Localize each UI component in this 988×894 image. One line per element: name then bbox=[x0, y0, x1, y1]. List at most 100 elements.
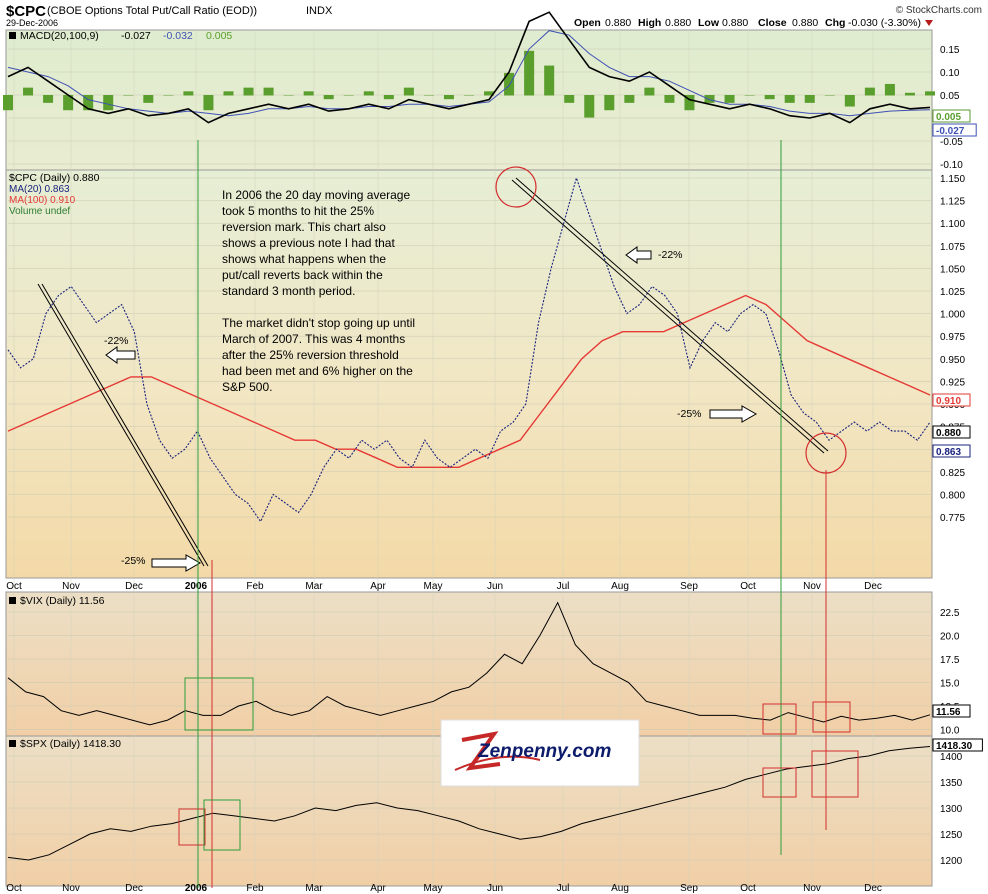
vix-line bbox=[7, 601, 931, 726]
ma100-badge: 0.910 bbox=[936, 396, 961, 407]
high-value: 0.880 bbox=[665, 17, 691, 29]
spx-badge-box bbox=[932, 738, 983, 752]
x-tick-label: Apr bbox=[370, 883, 386, 894]
main-tick-label: 1.050 bbox=[940, 264, 965, 275]
annotation-right-22: -22% bbox=[658, 249, 683, 261]
x-tick-label: 2006 bbox=[185, 581, 208, 592]
spx-badge: 1418.30 bbox=[936, 741, 973, 752]
x-tick-label: Jun bbox=[487, 581, 503, 592]
vix-title: $VIX (Daily) 11.56 bbox=[20, 595, 105, 607]
left-arrow-icon bbox=[625, 246, 652, 264]
ohlc-readout: Open 0.880 High 0.880 Low 0.880 Close 0.… bbox=[574, 17, 933, 29]
main-tick-label: 0.975 bbox=[940, 332, 965, 343]
histogram-bar bbox=[544, 65, 555, 96]
highlight-box bbox=[762, 767, 797, 798]
histogram-bar bbox=[143, 95, 154, 103]
ma100-legend: MA(100) 0.910 bbox=[9, 195, 76, 206]
volume-legend: Volume undef bbox=[9, 206, 70, 217]
logo-background bbox=[440, 719, 640, 787]
trend-lines bbox=[37, 177, 829, 567]
histogram-bar bbox=[884, 83, 895, 96]
main-tick-label: 0.925 bbox=[940, 377, 965, 388]
x-tick-label: Mar bbox=[305, 883, 323, 894]
main-panel bbox=[5, 169, 933, 579]
main-tick-label: 0.950 bbox=[940, 355, 965, 366]
histogram-bar bbox=[604, 95, 615, 111]
spx-tick-label: 1250 bbox=[940, 830, 963, 841]
macd-line-badge: -0.027 bbox=[936, 126, 965, 137]
main-tick-label: 0.800 bbox=[940, 490, 965, 501]
ma20-badge-box bbox=[932, 444, 971, 458]
histogram-bar bbox=[263, 87, 274, 96]
annotation-left-25: -25% bbox=[121, 555, 146, 567]
sub-panel-titles: $VIX (Daily) 11.56 $SPX (Daily) 1418.30 bbox=[9, 595, 121, 750]
note-line: In 2006 the 20 day moving average bbox=[222, 188, 410, 202]
ma20-badge: 0.863 bbox=[936, 447, 961, 458]
down-arrow-icon bbox=[925, 20, 933, 26]
main-tick-label: 0.775 bbox=[940, 513, 965, 524]
x-tick-label: Sep bbox=[680, 883, 698, 894]
vix-tick-label: 22.5 bbox=[940, 608, 960, 619]
logo-swoosh bbox=[461, 731, 501, 771]
x-tick-label: May bbox=[424, 581, 443, 592]
x-tick-label: Oct bbox=[6, 581, 22, 592]
vix-tick-label: 20.0 bbox=[940, 632, 960, 643]
macd-line-badge-box bbox=[932, 123, 977, 137]
histogram-bar bbox=[103, 95, 114, 111]
logo-swoosh bbox=[454, 755, 541, 771]
histogram-bar bbox=[844, 95, 855, 107]
x-tick-label: Oct bbox=[740, 883, 756, 894]
left-arrow-icon bbox=[105, 346, 136, 364]
histogram-bar bbox=[564, 95, 575, 103]
note-line: S&P 500. bbox=[222, 380, 272, 394]
signal-value: -0.032 bbox=[163, 30, 193, 42]
macd-value: -0.027 bbox=[121, 30, 151, 42]
x-tick-label: Mar bbox=[305, 581, 323, 592]
histogram-bar bbox=[363, 91, 374, 96]
vix-panel bbox=[5, 591, 933, 737]
x-tick-label: Dec bbox=[864, 581, 882, 592]
exchange: INDX bbox=[306, 5, 333, 17]
main-tick-label: 1.100 bbox=[940, 219, 965, 230]
main-tick-label: 1.125 bbox=[940, 197, 965, 208]
trend-line bbox=[37, 283, 205, 567]
spx-line bbox=[7, 746, 931, 861]
annotation-left-22: -22% bbox=[104, 335, 129, 347]
chg-label: Chg bbox=[825, 17, 845, 29]
histogram-bar bbox=[3, 95, 13, 111]
macd-hist-badge: 0.005 bbox=[936, 112, 961, 123]
zenpenny-logo: Zenpenny.com bbox=[440, 719, 640, 787]
highlight-box bbox=[812, 701, 851, 733]
main-tick-label: 0.825 bbox=[940, 468, 965, 479]
histogram-bar bbox=[644, 87, 655, 96]
histogram-bar bbox=[243, 87, 254, 96]
close-value: 0.880 bbox=[792, 17, 818, 29]
x-tick-label: Jul bbox=[557, 581, 570, 592]
macd-legend: MACD(20,100,9) -0.027 -0.032 0.005 bbox=[9, 30, 232, 42]
trend-line bbox=[515, 177, 829, 452]
main-legend: $CPC (Daily) 0.880 MA(20) 0.863 MA(100) … bbox=[9, 172, 100, 217]
histogram-bar bbox=[804, 95, 815, 103]
x-tick-label: Jul bbox=[557, 883, 570, 894]
trend-line bbox=[511, 179, 825, 454]
histogram-bar bbox=[864, 87, 875, 96]
main-tick-label: 1.025 bbox=[940, 287, 965, 298]
vix-tick-label: 15.0 bbox=[940, 679, 960, 690]
annotation-right-25: -25% bbox=[677, 408, 702, 420]
highlight-box bbox=[811, 750, 859, 798]
highlight-boxes bbox=[178, 677, 859, 851]
x-tick-label: Nov bbox=[803, 581, 821, 592]
ma20-legend: MA(20) 0.863 bbox=[9, 184, 70, 195]
histogram-bar bbox=[443, 95, 454, 100]
x-tick-label: Nov bbox=[62, 581, 80, 592]
histogram-bar bbox=[223, 91, 234, 96]
spx-tick-label: 1300 bbox=[940, 804, 963, 815]
x-tick-label: Nov bbox=[803, 883, 821, 894]
x-tick-label: May bbox=[424, 883, 443, 894]
main-tick-label: 1.000 bbox=[940, 310, 965, 321]
low-label: Low bbox=[698, 17, 720, 29]
right-arrow-icon bbox=[151, 554, 202, 572]
x-tick-label: 2006 bbox=[185, 883, 208, 894]
open-label: Open bbox=[574, 17, 601, 29]
histogram-bar bbox=[904, 92, 915, 96]
